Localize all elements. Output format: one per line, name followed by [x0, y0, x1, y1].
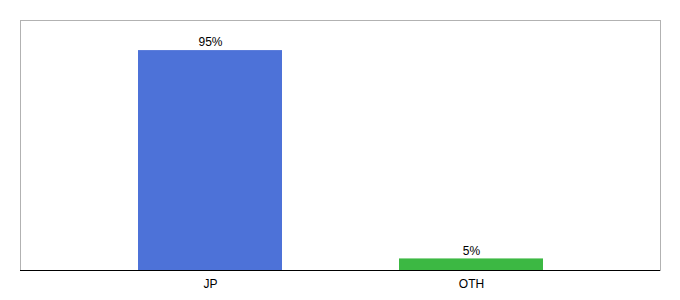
svg-text:5%: 5% [463, 244, 481, 258]
svg-text:OTH: OTH [459, 277, 484, 291]
svg-text:95%: 95% [198, 35, 222, 49]
svg-text:JP: JP [203, 277, 217, 291]
